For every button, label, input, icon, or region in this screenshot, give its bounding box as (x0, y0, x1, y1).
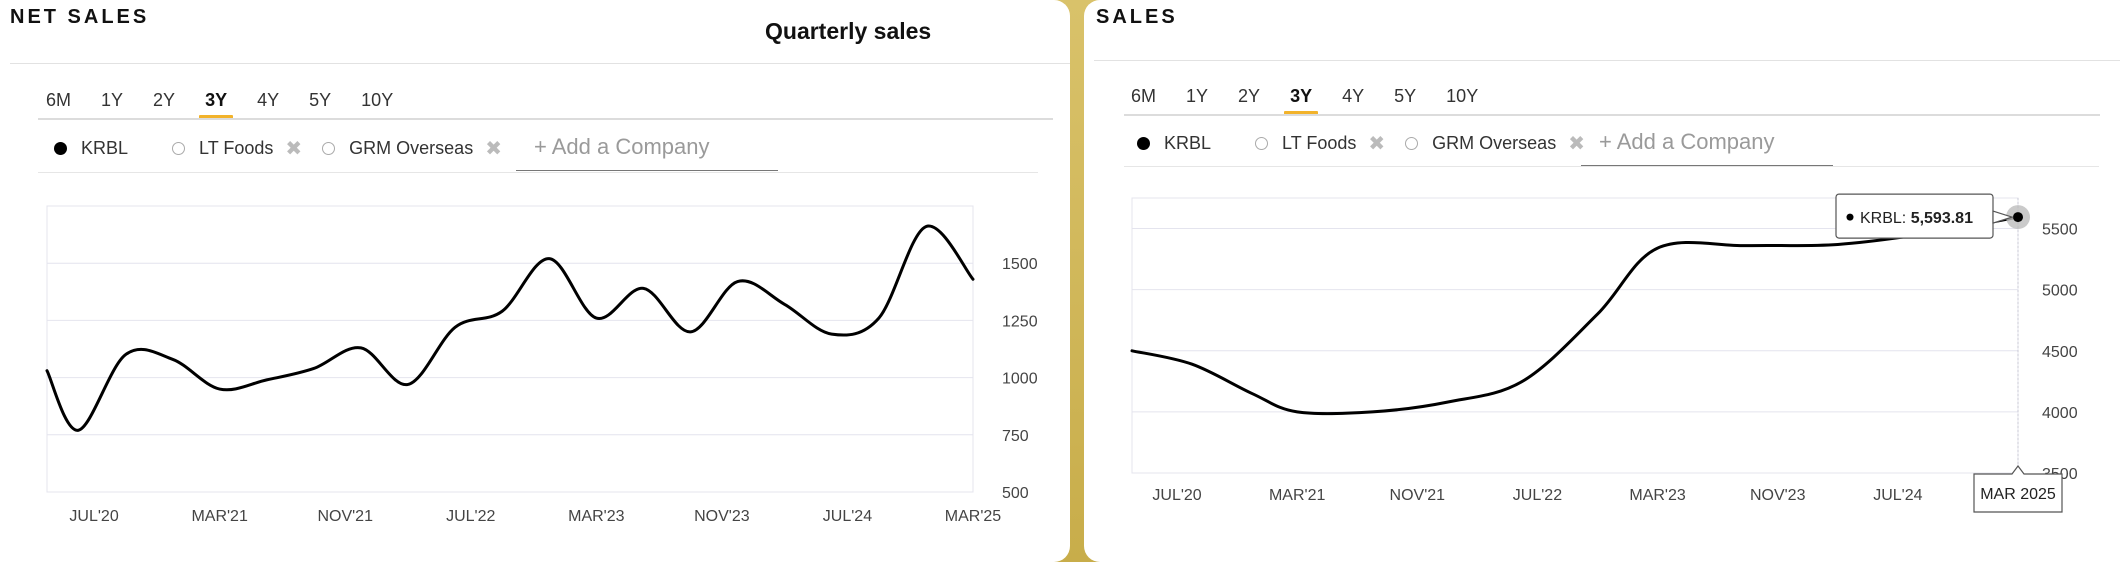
hover-point[interactable] (2013, 212, 2023, 223)
panel-title: NET SALES (10, 6, 150, 28)
crosshair-date-text: MAR 2025 (1980, 486, 2056, 503)
tooltip-series: KRBL: (1860, 210, 1911, 227)
tab-10y[interactable]: 10Y (361, 90, 394, 110)
tab-1y[interactable]: 1Y (101, 90, 124, 110)
tab-2y[interactable]: 2Y (153, 90, 176, 110)
legend-label: LT Foods (1282, 133, 1357, 153)
remove-company-icon[interactable]: ✖ (1568, 133, 1585, 155)
y-tick-label: 4500 (2042, 344, 2078, 361)
period-tabs: 6M 1Y 2Y 3Y 4Y 5Y 10Y (1129, 86, 1506, 115)
series-dot-icon (1405, 137, 1419, 150)
net-sales-panel: NET SALES Quarterly sales 6M 1Y 2Y 3Y 4Y… (10, 6, 1070, 525)
tab-5y[interactable]: 5Y (1394, 86, 1417, 106)
series-line-krbl[interactable] (1130, 215, 2020, 416)
y-tick-label: 750 (1002, 428, 1029, 445)
legend-label: KRBL (81, 138, 129, 158)
legend-label: GRM Overseas (1432, 133, 1557, 153)
legend: KRBL LT Foods ✖ GRM Overseas ✖ (1137, 131, 1605, 156)
remove-company-icon[interactable]: ✖ (285, 138, 303, 160)
legend: KRBL LT Foods ✖ GRM Overseas ✖ (54, 136, 522, 161)
remove-company-icon[interactable]: ✖ (1368, 133, 1386, 155)
x-tick-label: NOV'21 (1390, 487, 1446, 504)
x-tick-label: NOV'23 (1750, 487, 1806, 504)
x-tick-label: JUL'20 (69, 508, 118, 525)
y-tick-label: 4000 (2042, 405, 2078, 422)
legend-item-lt-foods[interactable]: LT Foods ✖ (172, 136, 302, 161)
value-tooltip: KRBL: 5,593.81 (1835, 193, 2014, 239)
tab-3y[interactable]: 3Y (1284, 86, 1319, 115)
tab-6m[interactable]: 6M (1131, 86, 1157, 106)
x-tick-label: JUL'24 (1873, 487, 1922, 504)
legend-item-grm-overseas[interactable]: GRM Overseas ✖ (1405, 131, 1585, 156)
y-tick-label: 1000 (1002, 371, 1038, 388)
remove-company-icon[interactable]: ✖ (485, 138, 502, 160)
y-tick-label: 500 (1002, 485, 1029, 502)
add-company-input[interactable]: + Add a Company (1581, 129, 1833, 166)
svg-text:KRBL: 5,593.81: KRBL: 5,593.81 (1860, 210, 1973, 227)
tab-4y[interactable]: 4Y (1342, 86, 1365, 106)
legend-label: LT Foods (199, 138, 274, 158)
legend-item-krbl[interactable]: KRBL (1137, 133, 1211, 154)
crosshair-date-label: MAR 2025 (1973, 465, 2063, 513)
tab-6m[interactable]: 6M (46, 90, 72, 110)
y-tick-label: 1500 (1002, 256, 1038, 273)
series-dot-icon (1255, 137, 1269, 150)
series-dot-icon (172, 142, 186, 155)
sales-panel: SALES 6M 1Y 2Y 3Y 4Y 5Y 10Y KRBL LT Food… (1084, 0, 2120, 562)
y-tick-label: 5000 (2042, 283, 2078, 300)
plot-frame (46, 205, 974, 493)
x-tick-label: MAR'21 (191, 508, 248, 525)
header-divider (10, 63, 1070, 64)
legend-label: GRM Overseas (349, 138, 474, 158)
legend-item-krbl[interactable]: KRBL (54, 138, 128, 159)
x-tick-label: MAR'23 (568, 508, 625, 525)
panel-title: SALES (1096, 6, 1178, 28)
x-tick-label: JUL'22 (446, 508, 495, 525)
tab-5y[interactable]: 5Y (309, 90, 332, 110)
legend-item-grm-overseas[interactable]: GRM Overseas ✖ (322, 136, 502, 161)
tab-2y[interactable]: 2Y (1238, 86, 1261, 106)
x-tick-label: NOV'21 (317, 508, 373, 525)
tab-4y[interactable]: 4Y (257, 90, 280, 110)
legend-divider (38, 172, 1038, 173)
add-company-input[interactable]: + Add a Company (516, 134, 778, 171)
tab-10y[interactable]: 10Y (1446, 86, 1479, 106)
y-tick-label: 5500 (2042, 222, 2078, 239)
series-dot-icon (322, 142, 336, 155)
x-tick-label: JUL'22 (1513, 487, 1562, 504)
legend-label: KRBL (1164, 133, 1212, 153)
period-tabs: 6M 1Y 2Y 3Y 4Y 5Y 10Y (44, 90, 421, 119)
x-tick-label: MAR'25 (945, 508, 1002, 525)
header-divider (1094, 60, 2120, 61)
tabs-divider (38, 118, 1053, 120)
net-sales-chart: 500 750 1000 1250 1500 JUL'20 MAR'21 NOV'21 JUL'… (45, 205, 1038, 525)
series-dot-icon (54, 142, 67, 155)
x-tick-label: JUL'20 (1152, 487, 1201, 504)
series-dot-icon (1137, 137, 1150, 150)
y-tick-label: 1250 (1002, 313, 1038, 330)
x-tick-label: NOV'23 (694, 508, 750, 525)
legend-divider (1124, 166, 2099, 167)
tooltip-value: 5,593.81 (1911, 210, 1973, 227)
chart-subtitle: Quarterly sales (765, 18, 932, 44)
tab-3y[interactable]: 3Y (199, 90, 234, 119)
x-tick-label: MAR'21 (1269, 487, 1326, 504)
legend-item-lt-foods[interactable]: LT Foods ✖ (1255, 131, 1385, 156)
series-line-krbl[interactable] (45, 224, 975, 432)
x-tick-label: JUL'24 (823, 508, 872, 525)
tab-1y[interactable]: 1Y (1186, 86, 1209, 106)
tooltip-dot-icon (1846, 213, 1854, 221)
sales-chart: 35004000450050005500JUL'20MAR'21NOV'21JU… (1130, 193, 2078, 513)
tabs-divider (1124, 114, 2100, 116)
x-tick-label: MAR'23 (1629, 487, 1686, 504)
